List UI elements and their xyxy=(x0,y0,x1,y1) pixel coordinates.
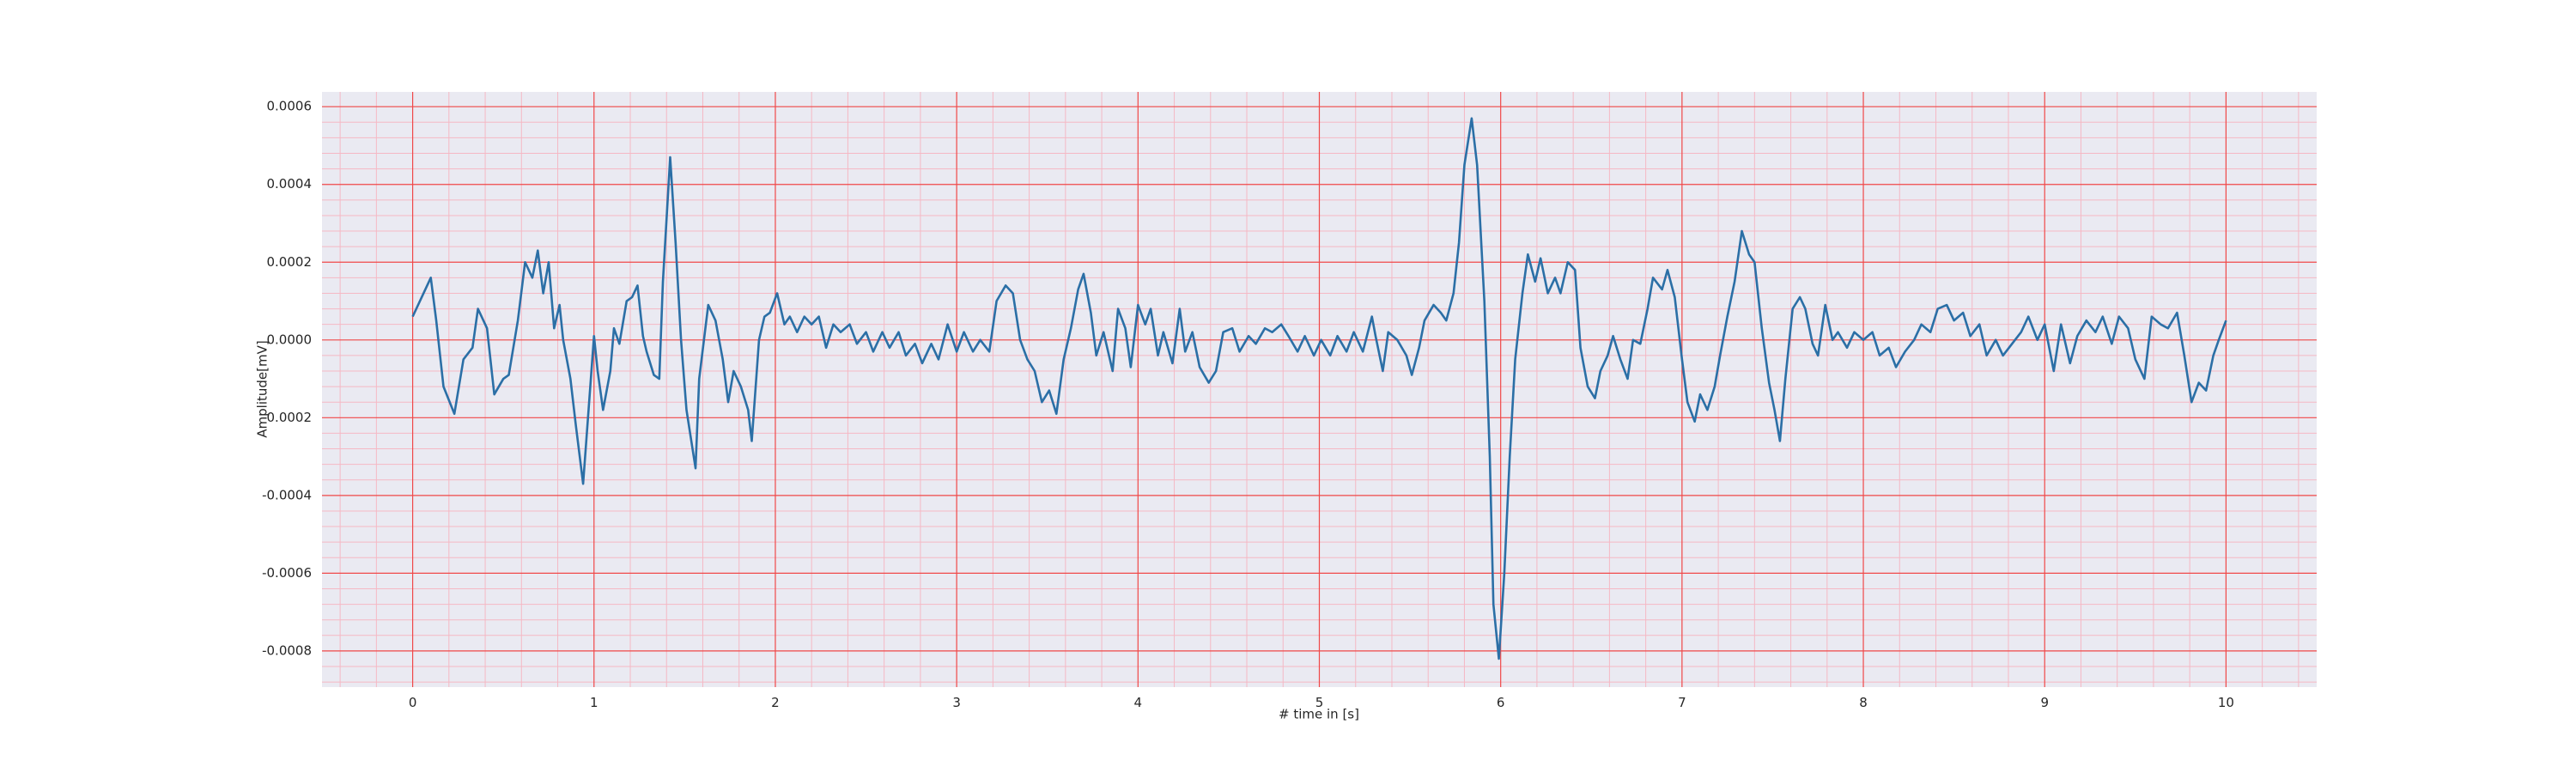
x-tick-label: 3 xyxy=(952,695,961,710)
x-tick-label: 9 xyxy=(2040,695,2049,710)
signal-line xyxy=(411,117,2227,660)
x-tick-label: 7 xyxy=(1678,695,1686,710)
ticks: 0 1 2 3 4 5 6 7 8 9 10 0.0006 0.0004 0.0002 0.0000 -0.0… xyxy=(262,99,2234,711)
grid xyxy=(322,92,2317,687)
x-tick-label: 1 xyxy=(590,695,598,710)
y-tick-label: -0.0008 xyxy=(262,642,312,658)
y-tick-label: 0.0000 xyxy=(267,332,313,347)
x-tick-label: 4 xyxy=(1134,695,1143,710)
y-tick-label: -0.0006 xyxy=(262,565,312,581)
y-tick-label: 0.0002 xyxy=(267,254,313,270)
x-tick-label: 5 xyxy=(1315,695,1324,710)
x-axis-label: # time in [s] xyxy=(1279,707,1359,722)
y-axis-label: Amplitude[mV] xyxy=(255,340,270,437)
y-tick-label: -0.0004 xyxy=(262,487,312,502)
x-tick-label: 8 xyxy=(1859,695,1868,710)
x-tick-label: 6 xyxy=(1497,695,1505,710)
data xyxy=(411,117,2227,660)
y-tick-label: 0.0004 xyxy=(267,176,313,192)
x-tick-label: 0 xyxy=(409,695,417,710)
x-tick-label: 10 xyxy=(2218,695,2234,710)
y-tick-label: -0.0002 xyxy=(262,410,312,425)
y-tick-label: 0.0006 xyxy=(267,99,313,114)
x-tick-label: 2 xyxy=(771,695,780,710)
